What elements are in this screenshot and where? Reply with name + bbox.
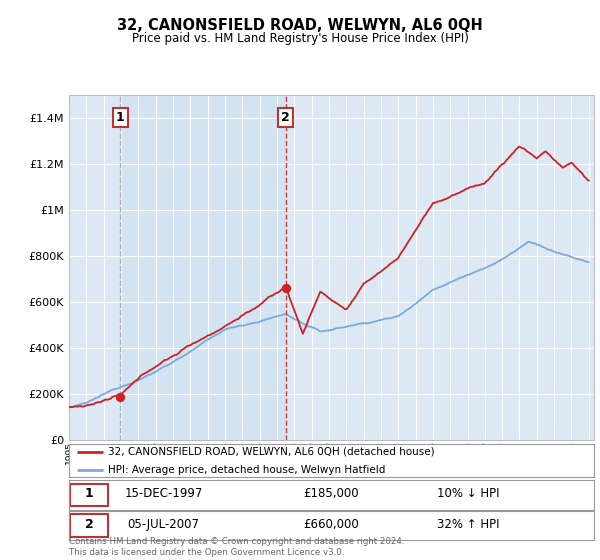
Text: Contains HM Land Registry data © Crown copyright and database right 2024.
This d: Contains HM Land Registry data © Crown c…	[69, 537, 404, 557]
Text: 15-DEC-1997: 15-DEC-1997	[124, 487, 203, 501]
Text: 05-JUL-2007: 05-JUL-2007	[128, 518, 199, 531]
Text: 2: 2	[85, 518, 94, 531]
Bar	[120, 95, 286, 440]
Text: 32% ↑ HPI: 32% ↑ HPI	[437, 518, 499, 531]
Text: £185,000: £185,000	[304, 487, 359, 501]
Point	[115, 393, 125, 402]
Text: Price paid vs. HM Land Registry's House Price Index (HPI): Price paid vs. HM Land Registry's House …	[131, 32, 469, 45]
FancyBboxPatch shape	[70, 515, 108, 537]
Text: HPI: Average price, detached house, Welwyn Hatfield: HPI: Average price, detached house, Welw…	[109, 465, 386, 475]
Text: 1: 1	[116, 111, 125, 124]
Text: 32, CANONSFIELD ROAD, WELWYN, AL6 0QH (detached house): 32, CANONSFIELD ROAD, WELWYN, AL6 0QH (d…	[109, 447, 435, 457]
Text: 10% ↓ HPI: 10% ↓ HPI	[437, 487, 499, 501]
Text: 2: 2	[281, 111, 290, 124]
FancyBboxPatch shape	[70, 484, 108, 506]
Text: £660,000: £660,000	[304, 518, 359, 531]
Text: 1: 1	[85, 487, 94, 501]
Text: 32, CANONSFIELD ROAD, WELWYN, AL6 0QH: 32, CANONSFIELD ROAD, WELWYN, AL6 0QH	[117, 18, 483, 33]
Point	[281, 283, 290, 292]
